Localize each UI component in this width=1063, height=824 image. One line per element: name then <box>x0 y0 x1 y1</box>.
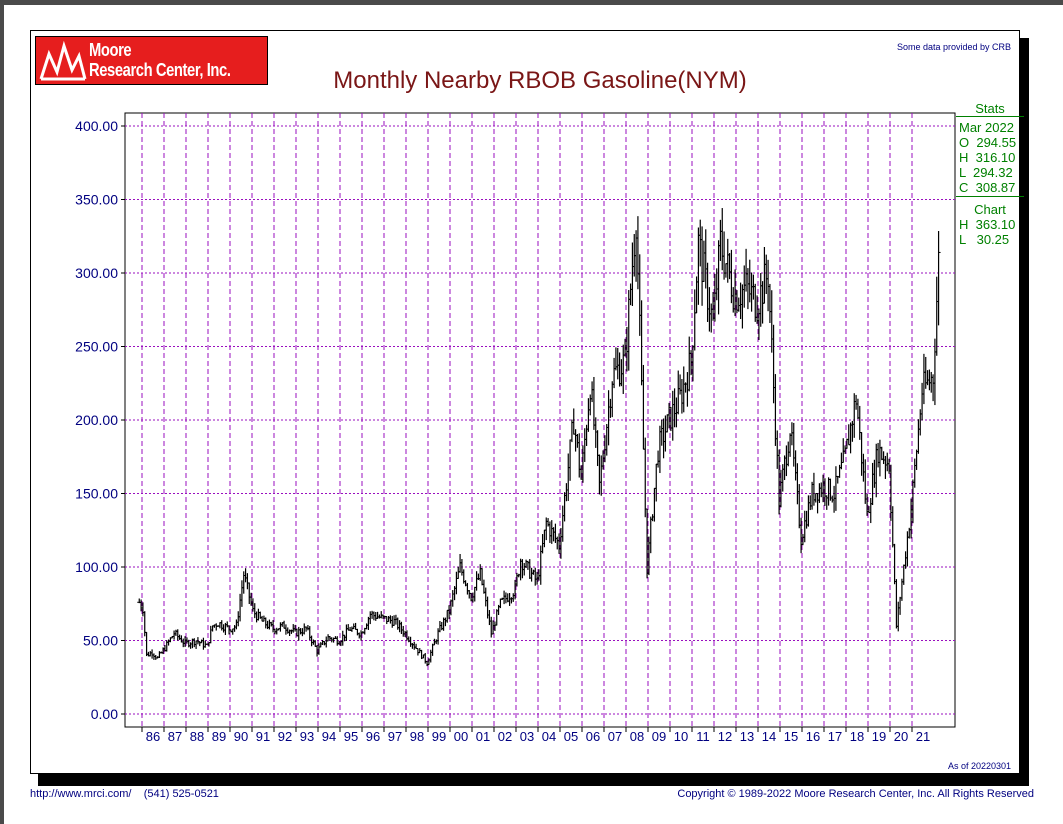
x-tick-label: 96 <box>366 729 380 744</box>
y-tick-label: 50.00 <box>83 633 118 649</box>
x-tick-label: 14 <box>762 729 776 744</box>
y-tick-label: 300.00 <box>75 265 118 281</box>
stats-period: Mar 2022 <box>959 120 1014 135</box>
x-tick-label: 12 <box>718 729 732 744</box>
x-tick-label: 08 <box>630 729 644 744</box>
data-credit: Some data provided by CRB <box>896 42 1011 52</box>
x-tick-label: 05 <box>564 729 578 744</box>
logo-text: Moore Research Center, Inc. <box>89 40 231 80</box>
x-tick-label: 03 <box>520 729 534 744</box>
stats-current-box: Mar 2022 O 294.55 H 316.10 L 294.32 C 30… <box>956 116 1024 197</box>
x-tick-label: 19 <box>872 729 886 744</box>
footer-contact: http://www.mrci.com/ (541) 525-0521 <box>30 788 219 800</box>
x-tick-label: 92 <box>278 729 292 744</box>
x-tick-label: 17 <box>828 729 842 744</box>
x-tick-label: 02 <box>498 729 512 744</box>
y-tick-label: 100.00 <box>75 559 118 575</box>
x-tick-label: 09 <box>652 729 666 744</box>
x-tick-label: 13 <box>740 729 754 744</box>
y-tick-label: 0.00 <box>91 706 118 722</box>
company-logo: Moore Research Center, Inc. <box>35 36 268 85</box>
y-tick-label: 200.00 <box>75 412 118 428</box>
mountain-logo-icon <box>39 40 87 81</box>
x-tick-label: 11 <box>696 729 710 744</box>
x-tick-label: 10 <box>674 729 688 744</box>
x-tick-label: 04 <box>542 729 556 744</box>
x-tick-label: 87 <box>168 729 182 744</box>
x-tick-label: 97 <box>388 729 402 744</box>
y-tick-label: 400.00 <box>75 118 118 134</box>
x-tick-label: 16 <box>806 729 820 744</box>
stats-chart-box: Chart H 363.10 L 30.25 <box>956 197 1024 247</box>
copyright-notice: Copyright © 1989-2022 Moore Research Cen… <box>677 788 1034 800</box>
x-tick-label: 06 <box>586 729 600 744</box>
x-tick-label: 99 <box>432 729 446 744</box>
window-top-border <box>0 0 1063 5</box>
stats-open: O 294.55 <box>959 135 1017 150</box>
stats-chart-label: Chart <box>974 202 1006 217</box>
stats-chart-low: L 30.25 <box>959 232 1010 247</box>
y-tick-label: 350.00 <box>75 192 118 208</box>
stats-close: C 308.87 <box>959 180 1016 195</box>
y-tick-label: 150.00 <box>75 486 118 502</box>
x-tick-label: 95 <box>344 729 358 744</box>
x-tick-label: 21 <box>916 729 930 744</box>
x-tick-label: 01 <box>476 729 490 744</box>
x-tick-label: 91 <box>256 729 270 744</box>
logo-line2: Research Center, Inc. <box>89 60 231 80</box>
logo-line1: Moore <box>89 40 132 60</box>
x-tick-label: 86 <box>146 729 160 744</box>
x-tick-label: 15 <box>784 729 798 744</box>
x-tick-label: 18 <box>850 729 864 744</box>
x-tick-label: 20 <box>894 729 908 744</box>
y-tick-label: 250.00 <box>75 339 118 355</box>
x-tick-label: 94 <box>322 729 336 744</box>
stats-chart-high: H 363.10 <box>959 217 1016 232</box>
x-tick-label: 90 <box>234 729 248 744</box>
as-of-date: As of 20220301 <box>947 761 1011 771</box>
x-tick-label: 93 <box>300 729 314 744</box>
chart-title: Monthly Nearby RBOB Gasoline(NYM) <box>333 67 747 94</box>
stats-panel: Stats Mar 2022 O 294.55 H 316.10 L 294.3… <box>956 101 1024 247</box>
phone-number: (541) 525-0521 <box>143 788 219 800</box>
website-link[interactable]: http://www.mrci.com/ <box>30 788 132 800</box>
x-tick-label: 88 <box>190 729 204 744</box>
window-left-border <box>0 0 4 824</box>
x-tick-label: 00 <box>454 729 468 744</box>
x-tick-label: 07 <box>608 729 622 744</box>
x-tick-label: 89 <box>212 729 226 744</box>
stats-title: Stats <box>975 101 1005 116</box>
stats-low: L 294.32 <box>959 165 1013 180</box>
stats-high: H 316.10 <box>959 150 1016 165</box>
x-tick-label: 98 <box>410 729 424 744</box>
